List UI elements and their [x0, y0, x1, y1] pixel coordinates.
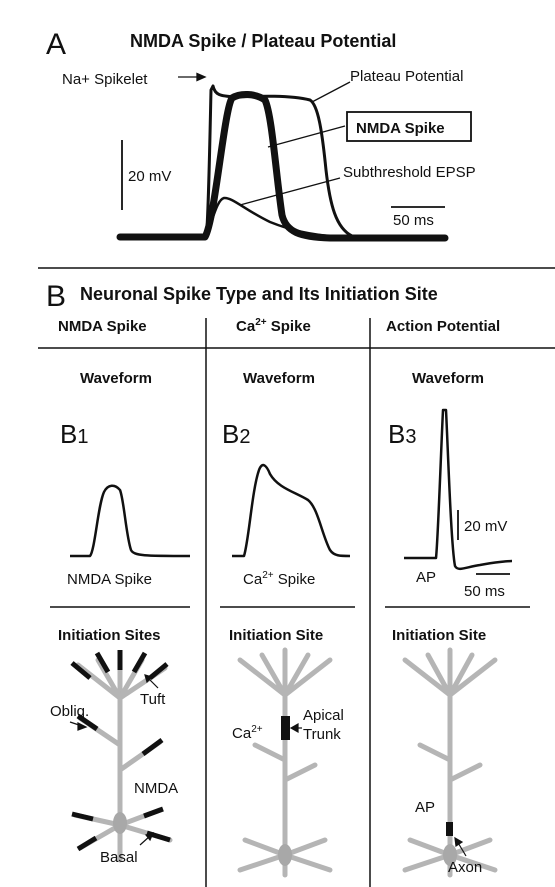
nmda-pointers	[69, 674, 159, 846]
b3-ap-label: AP	[416, 569, 436, 586]
b1-waveform	[70, 484, 191, 558]
obliq-label: Obliq.	[50, 703, 89, 720]
panel-b-grid	[38, 318, 555, 887]
epsp-trace	[203, 196, 342, 239]
panel-a-y-scale-text: 20 mV	[128, 168, 171, 185]
col2-heading: Ca2+ Spike	[236, 317, 311, 335]
ca-pointer	[289, 722, 302, 734]
col1-sites-title: Initiation Sites	[58, 627, 161, 644]
ca-site-bar	[281, 716, 290, 740]
neuron-ap	[402, 647, 498, 878]
axon-label: Axon	[448, 859, 482, 876]
na-spikelet-label: Na+ Spikelet	[62, 71, 148, 88]
b1-caption: NMDA Spike	[67, 571, 152, 588]
b2-caption: Ca2+ Spike	[243, 570, 315, 588]
panel-a-title: NMDA Spike / Plateau Potential	[130, 31, 396, 51]
panel-b: B Neuronal Spike Type and Its Initiation…	[38, 280, 555, 887]
col1-heading: NMDA Spike	[58, 318, 147, 335]
panel-b-title: Neuronal Spike Type and Its Initiation S…	[80, 284, 438, 304]
b3-label: B3	[388, 419, 416, 449]
col2-waveform-title: Waveform	[243, 370, 315, 387]
b1-label: B1	[60, 419, 88, 449]
nmda-site-label: NMDA	[134, 780, 178, 797]
panel-a-traces	[116, 84, 449, 242]
col3-heading: Action Potential	[386, 318, 500, 335]
axon-pointer	[454, 836, 467, 857]
tuft-label: Tuft	[140, 691, 166, 708]
b3-y-scale-text: 20 mV	[464, 518, 507, 535]
panel-a-pointers	[178, 72, 351, 206]
apical-label: Apical	[303, 707, 344, 724]
axon-site-bar	[446, 822, 453, 836]
b3-waveform	[404, 408, 513, 571]
nmda-site-bars	[70, 650, 171, 852]
plateau-label: Plateau Potential	[350, 68, 463, 85]
b3-x-scale-text: 50 ms	[464, 583, 505, 600]
b2-waveform	[232, 463, 351, 558]
panel-a: A NMDA Spike / Plateau Potential Na+ Spi…	[46, 28, 476, 242]
col3-waveform-title: Waveform	[412, 370, 484, 387]
neuron-ca	[237, 647, 333, 878]
basal-label: Basal	[100, 849, 138, 866]
panel-a-x-scale-text: 50 ms	[393, 212, 434, 229]
col1-waveform-title: Waveform	[80, 370, 152, 387]
ca-site-label: Ca2+	[232, 724, 263, 742]
nmda-label: NMDA Spike	[356, 120, 445, 137]
subthreshold-label: Subthreshold EPSP	[343, 164, 476, 181]
nmda-trace	[116, 91, 449, 242]
trunk-label: Trunk	[303, 726, 341, 743]
ap-site-label: AP	[415, 799, 435, 816]
panel-b-letter: B	[46, 280, 66, 313]
col2-sites-title: Initiation Site	[229, 627, 323, 644]
col3-sites-title: Initiation Site	[392, 627, 486, 644]
panel-a-letter: A	[46, 28, 66, 61]
b2-label: B2	[222, 419, 250, 449]
nmda-label-box	[346, 111, 472, 142]
